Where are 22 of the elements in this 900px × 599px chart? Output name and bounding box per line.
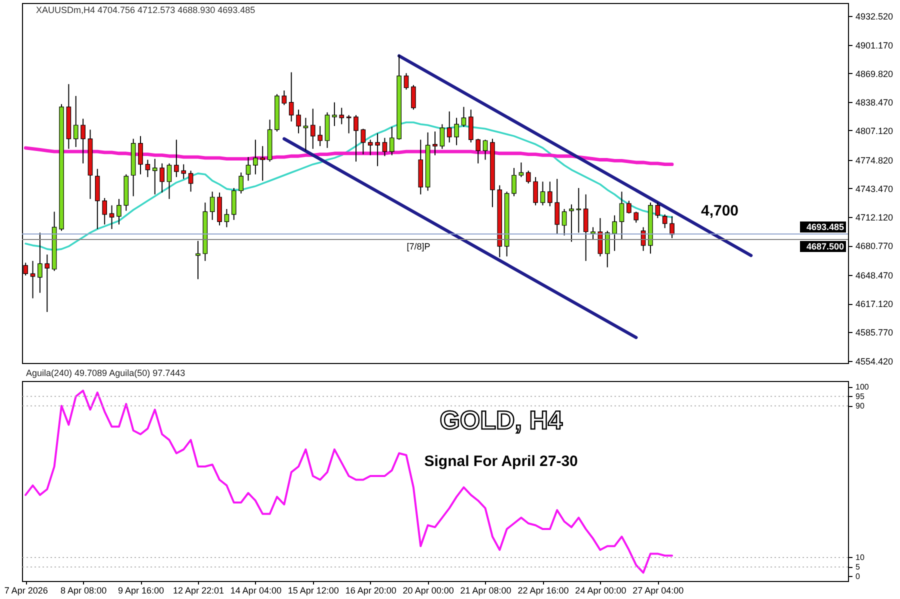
y-tick-label: 5 [856, 562, 860, 572]
x-tick-label: 21 Apr 08:00 [460, 586, 512, 596]
y-tick-label: 0 [856, 572, 860, 581]
x-tick-label: 16 Apr 20:00 [345, 586, 396, 596]
text: GOLD, H4 [440, 405, 564, 435]
x-tick-label: 7 Apr 2026 [4, 586, 48, 596]
x-tick-label: 12 Apr 22:01 [172, 586, 224, 596]
text: Aguila(240) 49.7089 Aguila(50) 97.7443 [26, 368, 186, 378]
x-tick-label: 8 Apr 08:00 [60, 586, 107, 596]
x-tick-label: 24 Apr 00:00 [575, 586, 626, 596]
x-tick-label: 15 Apr 12:00 [288, 586, 339, 596]
x-tick-label: 22 Apr 16:00 [518, 586, 569, 596]
x-tick-label: 20 Apr 00:00 [402, 586, 454, 596]
y-tick-label: 100 [856, 382, 870, 392]
y-tick-label: 90 [856, 401, 865, 410]
x-tick-label: 9 Apr 16:00 [118, 586, 164, 596]
line-series [24, 390, 674, 574]
y-tick-label: 10 [856, 552, 865, 562]
x-tick-label: 14 Apr 04:00 [230, 586, 282, 596]
x-tick-label: 27 Apr 04:00 [632, 586, 684, 596]
y-tick-label: 95 [856, 392, 865, 401]
text: Signal For April 27-30 [424, 453, 578, 470]
